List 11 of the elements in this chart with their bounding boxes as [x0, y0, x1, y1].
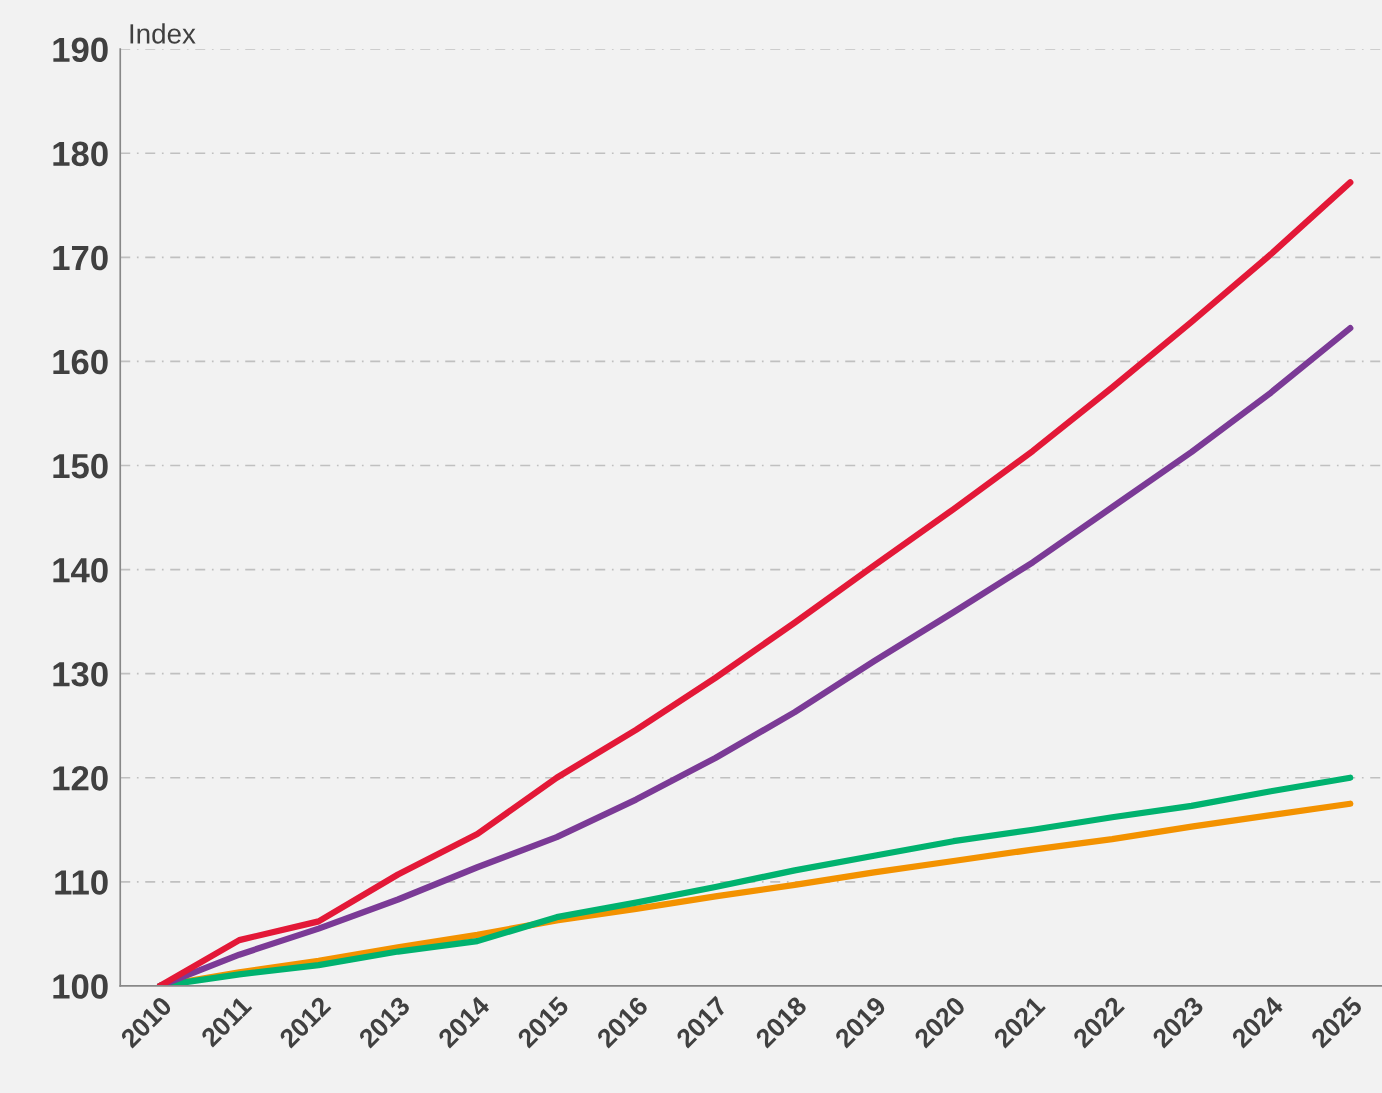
y-tick-label: 190 [53, 37, 108, 63]
y-tick-label: 160 [53, 349, 108, 375]
y-axis-title: Index [130, 23, 196, 44]
y-tick-label: 110 [55, 870, 108, 895]
y-tick-label: 180 [53, 141, 108, 167]
y-tick-label: 140 [53, 557, 108, 583]
y-tick-label: 130 [53, 661, 108, 687]
y-tick-label: 100 [53, 974, 108, 999]
y-tick-label: 120 [53, 766, 108, 791]
y-tick-label: 170 [53, 245, 108, 271]
y-tick-label: 150 [53, 453, 108, 479]
